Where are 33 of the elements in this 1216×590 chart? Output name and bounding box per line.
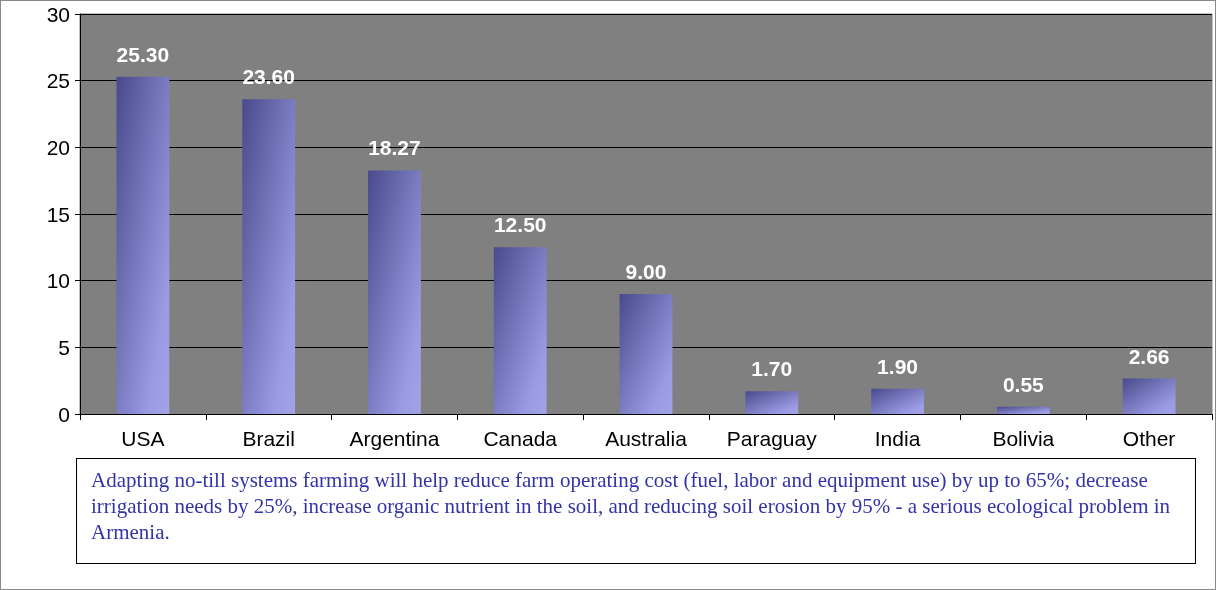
x-tick-label: Paraguay (726, 427, 818, 450)
x-tick-label: Australia (605, 427, 688, 450)
bar (116, 76, 170, 414)
data-label: 12.50 (493, 213, 547, 237)
bar (619, 294, 673, 414)
data-label: 1.90 (877, 354, 918, 378)
x-tick-label: Other (1122, 427, 1176, 450)
bar (368, 170, 421, 414)
text: Adapting no-till systems farming will help reduce farm operating cost (fuel, labor and equipment use) by up to 65%; decrease irrigation needs by 25%, increase organic nutrient in the soil, and reducing soil erosion by 95% - a serious ecological problem in Armenia. (76, 458, 1196, 564)
bar (1122, 378, 1176, 414)
y-tick-label: 15 (46, 202, 70, 226)
bar (871, 388, 924, 414)
x-tick-label: Bolivia (992, 427, 1055, 450)
bar (242, 99, 296, 414)
x-tick-label: Canada (483, 427, 558, 450)
data-label: 9.00 (625, 260, 667, 283)
y-tick-label: 20 (46, 135, 70, 159)
y-tick-label: 30 (46, 2, 70, 26)
y-tick-label: 10 (46, 269, 70, 293)
x-tick-label: Brazil (242, 427, 295, 450)
bar (745, 391, 799, 414)
y-tick-label: 5 (58, 335, 70, 359)
bar (996, 406, 1050, 414)
data-label: 0.55 (1002, 372, 1045, 396)
x-tick-label: India (874, 427, 921, 450)
x-tick-label: USA (121, 427, 165, 450)
data-label: 2.66 (1128, 344, 1170, 368)
y-tick-label: 25 (46, 69, 70, 93)
x-tick-label: Argentina (349, 427, 440, 450)
data-label: 25.30 (116, 42, 170, 66)
bar (493, 247, 547, 414)
y-tick-label: 0 (58, 402, 70, 426)
data-label: 1.70 (751, 357, 793, 381)
